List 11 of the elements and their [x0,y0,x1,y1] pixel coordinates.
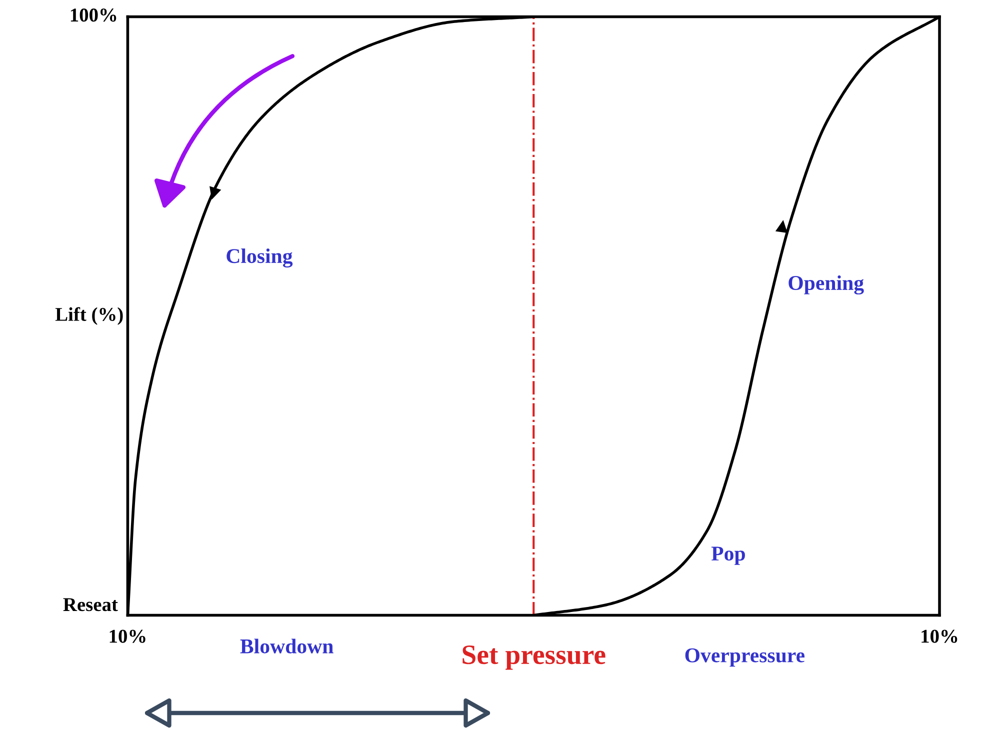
ref-line-label: Set pressure [462,645,606,670]
annotation: Pop [711,546,745,565]
text: 100% [70,8,116,22]
text: Reseat [63,598,118,612]
text: Blowdown [240,638,334,654]
annotation: Closing [226,248,293,268]
y-axis-title: Lift (%) [55,307,123,325]
text: Overpressure [685,648,805,667]
x-tick-label: 10% [110,630,146,643]
x-tick-label: 10% [922,630,958,643]
annotation: Opening [788,275,864,294]
